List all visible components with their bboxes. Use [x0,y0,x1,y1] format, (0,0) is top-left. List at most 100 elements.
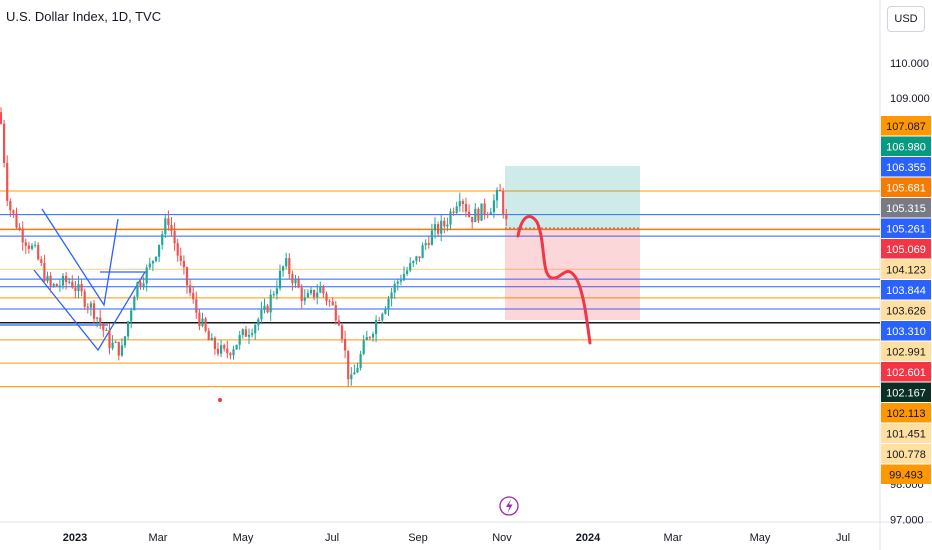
horizontal-levels [0,190,880,388]
candle-body [68,281,71,283]
candle-body [356,367,359,373]
price-badge: 102.991 [881,341,931,361]
candle-body [390,292,393,299]
price-badge: 99.493 [881,464,931,484]
candle-body [77,283,80,292]
candle-body [89,303,92,308]
candle-body [15,213,18,228]
candle-body [3,123,6,163]
candle-body [387,298,390,309]
candle-body [43,262,46,282]
price-badge-label: 106.980 [886,142,926,154]
candle-body [114,341,117,343]
candle-body [437,224,440,234]
candle-body [55,283,58,287]
candle-body [449,211,452,225]
price-badge-label: 106.355 [886,162,926,174]
candle-body [220,345,223,354]
candle-body [229,353,232,356]
candle-body [350,374,353,380]
candle-body [502,190,505,215]
candle-body [409,263,412,271]
candle-body [464,203,468,212]
time-tick-label: May [750,532,771,544]
candle-body [446,224,449,227]
candle-body [415,256,418,262]
candle-body [120,345,123,356]
price-badge-label: 107.087 [886,121,926,133]
candle-body [486,214,489,216]
projected-path-drawing[interactable] [516,215,592,345]
price-badge-label: 103.310 [886,326,926,338]
time-axis[interactable]: 2023 Mar May Jul Sep Nov 2024 Mar May Jul [63,532,850,544]
candle-body [291,273,294,284]
candle-body [108,329,111,349]
candle-body [433,224,437,231]
candle-body [96,317,99,319]
event-marker[interactable] [499,496,519,516]
price-badge: 106.355 [881,157,931,177]
candle-body [322,286,325,294]
candle-body [254,324,257,334]
candle-body [418,256,421,259]
wedge-outline-lower [33,269,146,352]
candle-body [161,234,164,245]
price-badge: 105.315 [881,198,931,218]
candle-body [263,305,266,310]
candle-body [238,335,241,345]
candle-body [288,258,291,274]
candle-body [421,245,424,259]
candle-body [170,224,173,231]
candle-body [99,317,102,324]
candle-body [130,310,133,322]
marker-dot [218,398,222,402]
candle-body [272,294,275,296]
candle-body [309,289,313,294]
candle-body [378,319,381,321]
candle-body [102,323,105,331]
pattern-drawing[interactable] [0,208,148,352]
candle-body [399,280,402,282]
candle-body [142,283,145,287]
candle-body [71,281,74,288]
candle-body [117,341,120,356]
candle-body [285,258,288,267]
currency-button[interactable]: USD [887,6,925,32]
candle-body [74,287,77,292]
price-tick-label: 97.000 [890,514,924,526]
candle-body [480,203,483,221]
candle-body [266,305,269,313]
candle-body [173,230,176,244]
time-tick-label: 2023 [63,532,87,544]
time-tick-label: Mar [149,532,168,544]
candle-body [452,211,455,213]
candle-body [365,337,368,341]
candle-body [154,256,158,261]
candle-body [297,279,300,288]
candle-body [492,200,495,213]
candle-body [489,212,492,215]
candle-body [207,330,210,341]
candle-body [189,285,192,293]
chart-pane[interactable] [0,0,880,522]
candle-body [232,349,235,356]
candle-body [86,306,89,308]
candle-body [198,312,201,327]
wedge-outline-upper [41,208,119,307]
candle-body [179,255,182,261]
price-badge-label: 103.626 [886,306,926,318]
candle-body [151,260,154,264]
price-badge: 105.681 [881,177,931,197]
candle-body [275,288,278,295]
candle-body [334,305,337,321]
candle-body [210,337,213,341]
candle-body [213,337,216,349]
candle-body [471,216,474,223]
price-badge-label: 102.601 [886,367,926,379]
candle-body [123,336,127,346]
candle-body [80,283,83,292]
candle-body [402,273,406,281]
price-badge: 102.601 [881,362,931,382]
